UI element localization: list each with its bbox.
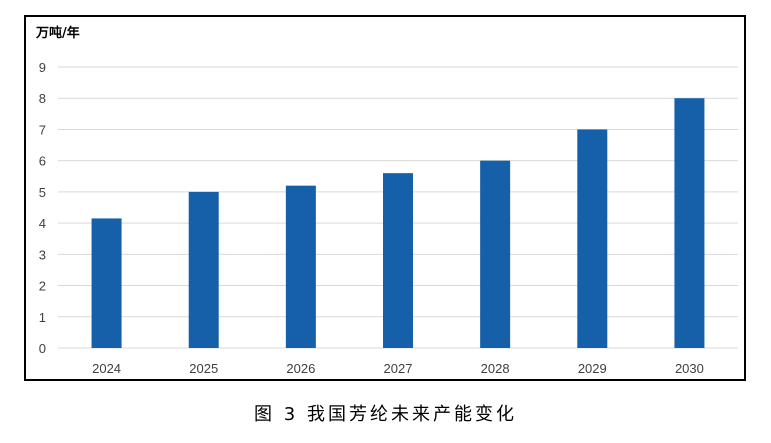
x-tick-label: 2030: [675, 361, 704, 376]
y-tick-label: 8: [39, 91, 46, 106]
y-tick-label: 2: [39, 279, 46, 294]
y-tick-label: 6: [39, 154, 46, 169]
y-unit-label: 万吨/年: [36, 26, 80, 41]
bar: [383, 173, 413, 348]
bar: [577, 129, 608, 348]
y-tick-label: 4: [39, 216, 46, 231]
x-tick-label: 2026: [286, 361, 315, 376]
y-tick-label: 5: [39, 185, 46, 200]
bar: [480, 160, 511, 348]
bar: [91, 218, 122, 348]
x-tick-label: 2024: [92, 361, 121, 376]
bar-chart: 0 1 2 3 4 5 6 7 8 9 2024 2025 2026 2027 2028 2029 2030: [39, 60, 738, 376]
y-tick-label: 0: [39, 341, 46, 356]
y-tick-label: 3: [39, 247, 46, 262]
bar: [674, 98, 705, 348]
y-tick-label: 9: [39, 60, 46, 75]
chart-frame: 万吨/年 0 1 2 3 4 5 6 7 8 9 2024 2025 2026 2027 2028 2029 2…: [24, 15, 746, 381]
figure-caption: 图 3 我国芳纶未来产能变化: [254, 404, 517, 425]
y-tick-label: 1: [39, 310, 46, 325]
bar: [188, 191, 219, 348]
x-tick-label: 2025: [189, 361, 218, 376]
x-tick-label: 2027: [384, 361, 413, 376]
x-tick-label: 2028: [481, 361, 510, 376]
x-tick-label: 2029: [578, 361, 607, 376]
bar: [285, 185, 316, 348]
y-tick-label: 7: [39, 122, 46, 137]
